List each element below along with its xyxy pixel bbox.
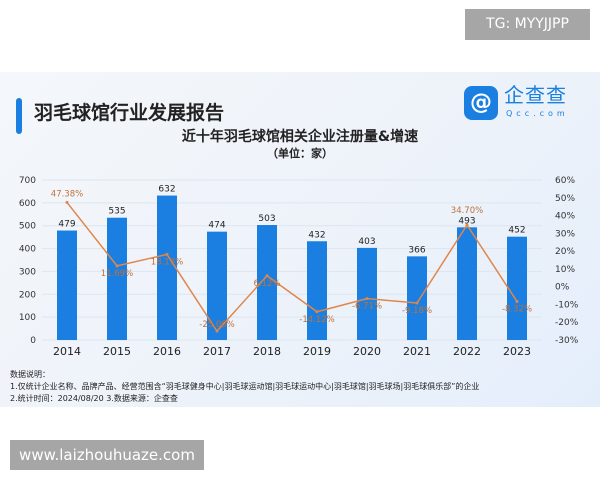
watermark-bottom: www.laizhouhuaze.com bbox=[10, 440, 204, 470]
growth-label: -6.71% bbox=[352, 302, 382, 312]
bar-value-label: 479 bbox=[58, 220, 75, 230]
right-axis-tick: 60% bbox=[555, 176, 575, 186]
watermark-top: TG: MYYJJPP bbox=[465, 9, 590, 40]
bar-2016 bbox=[157, 195, 177, 340]
bar-value-label: 366 bbox=[408, 245, 425, 255]
bar-value-label: 535 bbox=[108, 207, 125, 217]
bar-2021 bbox=[407, 256, 427, 340]
qcc-logo-icon: @ bbox=[464, 86, 498, 120]
right-axis-tick: 20% bbox=[555, 247, 575, 257]
left-axis-tick: 500 bbox=[19, 222, 36, 232]
right-axis-tick: -20% bbox=[555, 318, 579, 328]
report-card bbox=[0, 72, 600, 407]
left-axis-tick: 600 bbox=[19, 199, 36, 209]
left-axis-tick: 200 bbox=[19, 290, 36, 300]
growth-label: -8.32% bbox=[502, 304, 532, 314]
notes-line-1: 1.仅统计企业名称、品牌产品、经营范围含“羽毛球健身中心|羽毛球运动馆|羽毛球运… bbox=[10, 382, 480, 391]
x-axis-tick: 2023 bbox=[503, 345, 531, 358]
growth-line bbox=[66, 201, 518, 333]
right-axis-tick: 40% bbox=[555, 212, 575, 222]
growth-label: 47.38% bbox=[51, 189, 83, 199]
right-axis-tick: -30% bbox=[555, 336, 579, 346]
left-axis-tick: 300 bbox=[19, 267, 36, 277]
bar-value-label: 474 bbox=[208, 221, 225, 231]
left-axis-tick: 400 bbox=[19, 245, 36, 255]
bar-value-label: 452 bbox=[508, 226, 525, 236]
logo-domain: Qcc.com bbox=[506, 109, 569, 118]
x-axis-tick: 2021 bbox=[403, 345, 431, 358]
right-axis-tick: 50% bbox=[555, 194, 575, 204]
notes-heading: 数据说明： bbox=[10, 370, 50, 379]
x-axis-tick: 2020 bbox=[353, 345, 381, 358]
qcc-logo: @ 企查查 Qcc.com bbox=[464, 84, 584, 124]
right-axis-tick: -10% bbox=[555, 300, 579, 310]
left-axis-tick: 700 bbox=[19, 176, 36, 186]
x-axis-tick: 2022 bbox=[453, 345, 481, 358]
notes-line-2: 2.统计时间：2024/08/20 3.数据来源：企查查 bbox=[10, 394, 178, 403]
bar-2022 bbox=[457, 227, 477, 340]
x-axis-tick: 2019 bbox=[303, 345, 331, 358]
growth-label: 18.13% bbox=[151, 257, 183, 267]
bar-value-label: 403 bbox=[358, 237, 375, 247]
bar-2015 bbox=[107, 217, 127, 340]
growth-label: 34.70% bbox=[451, 206, 483, 216]
growth-point-2017 bbox=[215, 329, 219, 333]
x-axis-tick: 2017 bbox=[203, 345, 231, 358]
growth-point-2016 bbox=[165, 252, 169, 256]
growth-point-2023 bbox=[515, 299, 519, 303]
growth-point-2018 bbox=[265, 274, 269, 278]
left-axis-tick: 100 bbox=[19, 313, 36, 323]
title-accent-bar bbox=[16, 98, 22, 134]
growth-label: 6.12% bbox=[253, 279, 280, 289]
report-title: 羽毛球馆行业发展报告 bbox=[34, 102, 225, 124]
logo-text: 企查查 bbox=[504, 83, 567, 107]
growth-label: -14.12% bbox=[299, 315, 334, 325]
right-axis-tick: 0% bbox=[555, 283, 570, 293]
bar-value-label: 632 bbox=[158, 185, 175, 195]
x-axis-tick: 2014 bbox=[53, 345, 81, 358]
bar-value-label: 432 bbox=[308, 230, 325, 240]
growth-point-2019 bbox=[315, 310, 319, 314]
growth-label: 11.69% bbox=[101, 269, 133, 279]
right-axis-tick: 30% bbox=[555, 229, 575, 239]
chart-title: 近十年羽毛球馆相关企业注册量&增速 bbox=[181, 129, 419, 145]
bar-2014 bbox=[57, 230, 77, 340]
bar-value-label: 503 bbox=[258, 214, 275, 224]
x-axis-tick: 2015 bbox=[103, 345, 131, 358]
growth-label: -9.18% bbox=[402, 306, 432, 316]
growth-point-2021 bbox=[415, 301, 419, 305]
x-axis-tick: 2018 bbox=[253, 345, 281, 358]
bar-value-label: 493 bbox=[458, 216, 475, 226]
right-axis-tick: 10% bbox=[555, 265, 575, 275]
growth-point-2014 bbox=[65, 200, 69, 204]
growth-label: -25.00% bbox=[199, 320, 234, 330]
growth-point-2020 bbox=[365, 297, 369, 301]
x-axis-tick: 2016 bbox=[153, 345, 181, 358]
bar-2018 bbox=[257, 225, 277, 340]
bar-2020 bbox=[357, 247, 377, 340]
chart-subtitle: （单位：家） bbox=[267, 147, 333, 160]
bar-2017 bbox=[207, 231, 227, 340]
bar-2023 bbox=[507, 236, 527, 340]
bar-2019 bbox=[307, 241, 327, 340]
data-notes: 数据说明： 1.仅统计企业名称、品牌产品、经营范围含“羽毛球健身中心|羽毛球运动… bbox=[10, 369, 479, 405]
left-axis-tick: 0 bbox=[30, 336, 36, 346]
growth-point-2022 bbox=[465, 223, 469, 227]
growth-point-2015 bbox=[115, 264, 119, 268]
